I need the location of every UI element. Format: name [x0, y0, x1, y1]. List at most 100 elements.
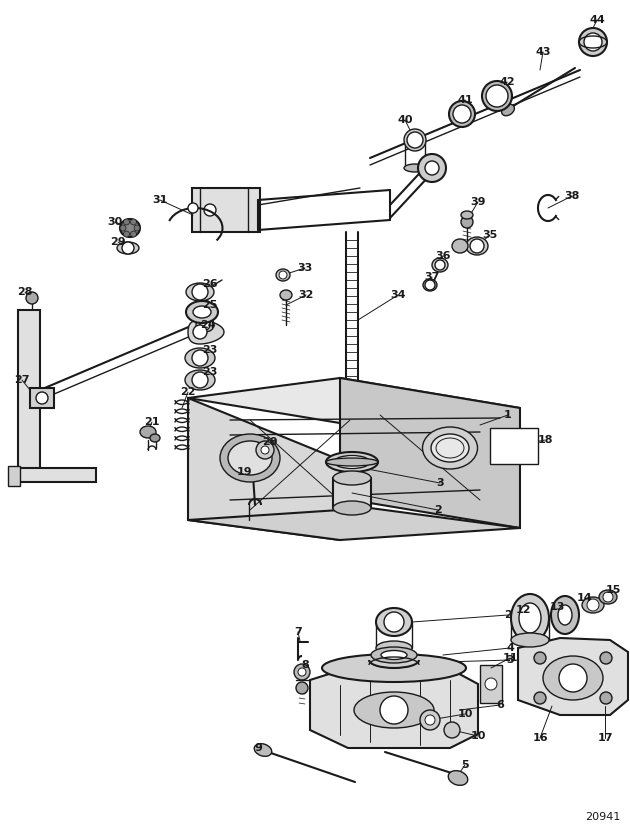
Ellipse shape: [196, 318, 214, 332]
Text: 3: 3: [506, 655, 514, 665]
Ellipse shape: [461, 216, 473, 228]
Bar: [480, 665, 502, 703]
Text: 23: 23: [202, 345, 218, 355]
Text: 15: 15: [605, 585, 621, 595]
Bar: [8, 466, 20, 486]
Bar: [30, 388, 54, 408]
Circle shape: [120, 225, 126, 231]
Ellipse shape: [185, 348, 215, 368]
Ellipse shape: [511, 594, 549, 642]
Ellipse shape: [449, 771, 467, 785]
Ellipse shape: [381, 650, 407, 660]
Text: 27: 27: [14, 375, 30, 385]
Text: 2: 2: [434, 505, 442, 515]
Text: 25: 25: [202, 300, 218, 310]
Ellipse shape: [579, 28, 607, 56]
Bar: [192, 188, 260, 232]
Ellipse shape: [185, 370, 215, 390]
Ellipse shape: [558, 605, 572, 625]
Circle shape: [453, 105, 471, 123]
Ellipse shape: [599, 590, 617, 604]
Circle shape: [188, 203, 198, 213]
Text: 31: 31: [152, 195, 168, 205]
Circle shape: [534, 692, 546, 704]
Polygon shape: [310, 668, 478, 748]
Text: 22: 22: [180, 387, 196, 397]
Polygon shape: [518, 638, 628, 715]
Ellipse shape: [276, 269, 290, 281]
Ellipse shape: [449, 101, 475, 127]
Ellipse shape: [322, 654, 466, 682]
Ellipse shape: [186, 283, 214, 301]
Ellipse shape: [117, 242, 139, 254]
Circle shape: [192, 284, 208, 300]
Text: 28: 28: [17, 287, 33, 297]
Ellipse shape: [376, 641, 412, 655]
Circle shape: [256, 441, 274, 459]
Ellipse shape: [333, 471, 371, 485]
Circle shape: [279, 271, 287, 279]
Polygon shape: [340, 378, 520, 528]
Text: 29: 29: [110, 237, 126, 247]
Circle shape: [204, 204, 216, 216]
Ellipse shape: [333, 501, 371, 515]
Circle shape: [600, 692, 612, 704]
Circle shape: [36, 392, 48, 404]
Circle shape: [425, 280, 435, 290]
Circle shape: [470, 239, 484, 253]
Ellipse shape: [371, 647, 417, 663]
Ellipse shape: [582, 597, 604, 613]
Circle shape: [420, 710, 440, 730]
Circle shape: [130, 219, 137, 225]
Ellipse shape: [452, 239, 468, 253]
Circle shape: [192, 372, 208, 388]
Text: 35: 35: [483, 230, 498, 240]
Text: 12: 12: [515, 605, 530, 615]
Text: 42: 42: [499, 77, 515, 87]
Ellipse shape: [501, 104, 515, 115]
Ellipse shape: [461, 211, 473, 219]
Circle shape: [134, 225, 140, 231]
Text: 5: 5: [461, 760, 469, 770]
Polygon shape: [188, 508, 520, 540]
Text: 7: 7: [294, 627, 302, 637]
Text: 8: 8: [301, 660, 309, 670]
Ellipse shape: [193, 306, 211, 318]
Text: 34: 34: [390, 290, 406, 300]
Text: 18: 18: [537, 435, 553, 445]
Ellipse shape: [228, 441, 272, 475]
Text: 36: 36: [435, 251, 450, 261]
Circle shape: [444, 722, 460, 738]
Text: 16: 16: [532, 733, 548, 743]
Text: 10: 10: [471, 731, 486, 741]
Text: 13: 13: [549, 602, 564, 612]
Polygon shape: [188, 320, 224, 344]
Ellipse shape: [404, 129, 426, 151]
Text: 3: 3: [436, 478, 444, 488]
Ellipse shape: [120, 219, 140, 237]
Circle shape: [122, 242, 134, 254]
Ellipse shape: [423, 279, 437, 291]
Circle shape: [298, 668, 306, 676]
Circle shape: [192, 350, 208, 366]
Circle shape: [435, 260, 445, 270]
Text: 20941: 20941: [585, 812, 620, 822]
Text: 17: 17: [597, 733, 613, 743]
Text: 40: 40: [398, 115, 413, 125]
Ellipse shape: [140, 426, 156, 438]
Ellipse shape: [334, 456, 370, 468]
Text: 39: 39: [470, 197, 486, 207]
Circle shape: [193, 325, 207, 339]
Text: 26: 26: [202, 279, 218, 289]
Circle shape: [380, 696, 408, 724]
Ellipse shape: [423, 427, 478, 469]
Circle shape: [294, 664, 310, 680]
Ellipse shape: [376, 608, 412, 636]
Circle shape: [384, 612, 404, 632]
Text: 20: 20: [262, 437, 278, 447]
Text: 23: 23: [202, 367, 218, 377]
Circle shape: [130, 231, 137, 237]
Text: 19: 19: [237, 467, 253, 477]
Ellipse shape: [404, 164, 426, 172]
Text: 1: 1: [504, 410, 512, 420]
